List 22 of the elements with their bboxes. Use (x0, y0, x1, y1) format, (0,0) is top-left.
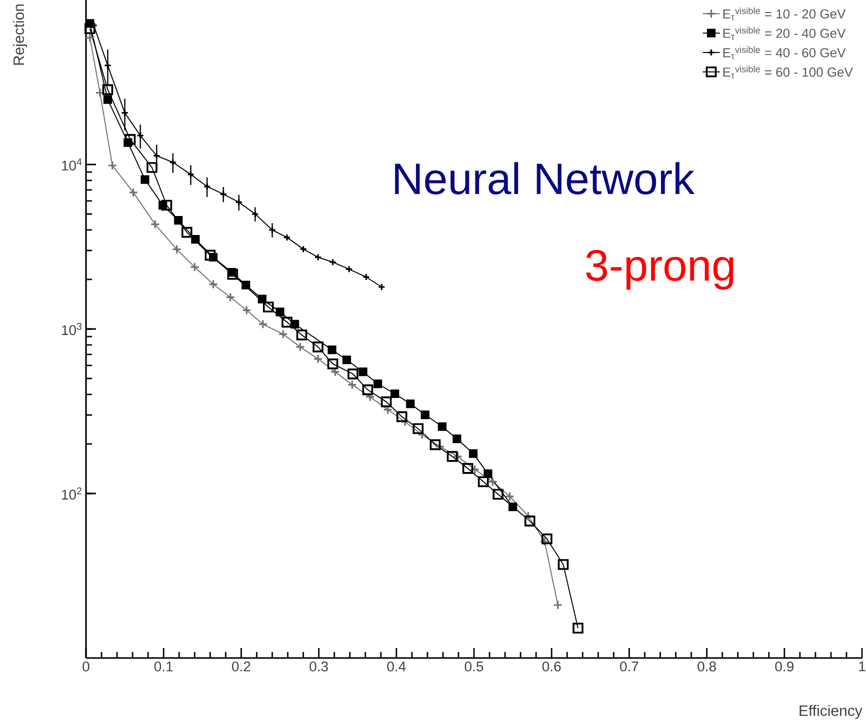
x-tick-label: 1 (859, 662, 866, 672)
x-tick-label: 0.6 (542, 662, 561, 672)
annotation: Neural Network (395, 162, 695, 194)
x-tick-label: 0 (82, 662, 90, 672)
y-tick-label: 10$^{3}$ (62, 322, 82, 336)
x-tick-label: 0.7 (620, 662, 638, 672)
legend-label: E$_{τ}$$^{visible}$ = 60 - 100 GeV (723, 66, 853, 79)
x-tick-label: 0.2 (232, 662, 250, 672)
x-tick-label: 0.8 (698, 662, 716, 672)
y-axis-title: Rejection (13, 4, 28, 65)
y-tick-label: 10$^{2}$ (62, 487, 82, 500)
annotation: 3-prong (586, 250, 734, 290)
x-tick-label: 0.3 (310, 662, 328, 672)
x-tick-label: 0.4 (387, 662, 406, 672)
x-axis-title: Efficiency (800, 704, 862, 719)
y-tick-label: 10$^{4}$ (62, 158, 82, 171)
x-tick-label: 0.1 (154, 662, 173, 672)
x-tick-label: 0.9 (775, 662, 794, 672)
legend-label: E$_{τ}$$^{visible}$ = 20 - 40 GeV (723, 26, 846, 40)
x-tick-label: 0.5 (464, 662, 484, 672)
legend-label: E$_{τ}$$^{visible}$ = 40 - 60 GeV (723, 46, 846, 60)
legend-label: E$_{τ}$$^{visible}$ = 10 - 20 GeV (723, 7, 846, 20)
